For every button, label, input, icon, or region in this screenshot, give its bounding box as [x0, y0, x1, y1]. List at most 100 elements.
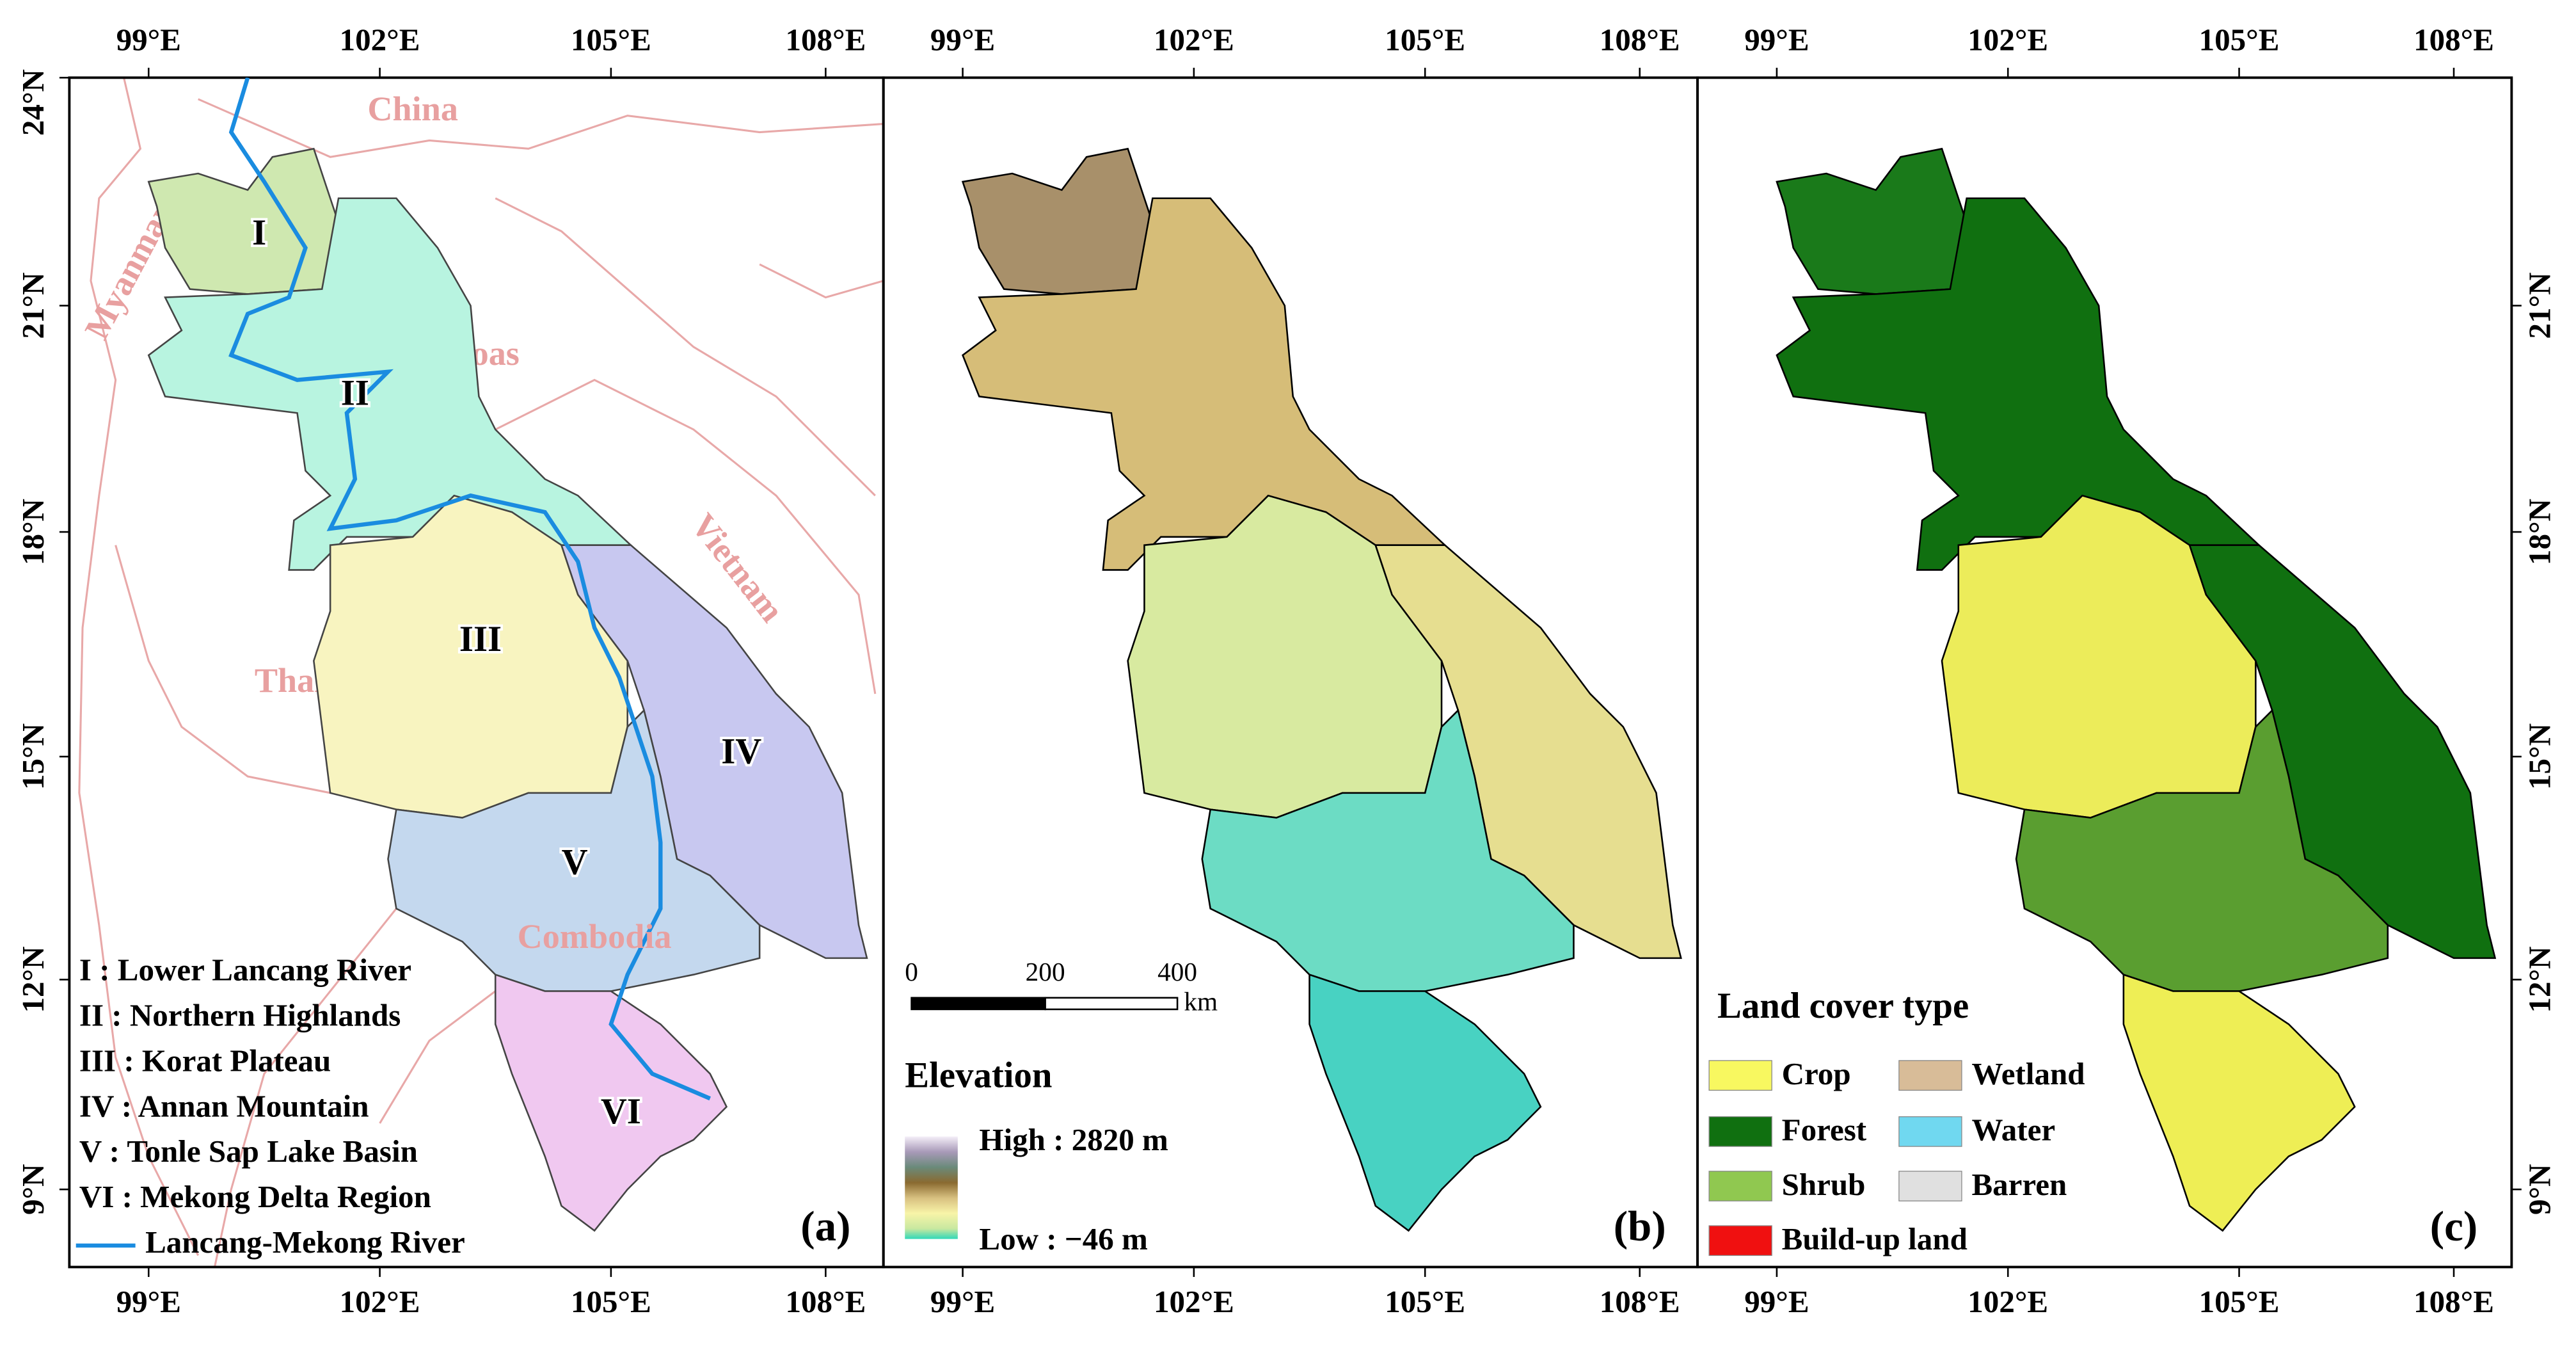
basin-region — [494, 973, 728, 1232]
legend-label: III : Korat Plateau — [79, 1043, 331, 1078]
basin-region — [147, 197, 633, 571]
lon-tick-label: 99°E — [116, 22, 181, 57]
country-label: China — [367, 90, 458, 128]
lat-tick-label: 18°N — [15, 499, 51, 565]
elevation-ramp — [905, 1136, 958, 1239]
legend-label: Forest — [1782, 1112, 1867, 1148]
lon-tick-label: 99°E — [116, 1284, 181, 1319]
lon-tick-label: 108°E — [785, 1284, 866, 1319]
panel-frames — [68, 76, 2513, 1269]
basin-region — [1776, 147, 1968, 295]
basin-region — [1308, 973, 1542, 1232]
legend-label: Low : −46 m — [979, 1221, 1147, 1256]
legend: I : Lower Lancang River II : Northern Hig… — [76, 952, 465, 1260]
basin-region — [1201, 709, 1575, 992]
legend-label: Lancang-Mekong River — [145, 1224, 465, 1260]
legend-label: Wetland — [1971, 1056, 2085, 1091]
basin-region — [560, 544, 868, 959]
lon-tick-label: 102°E — [340, 22, 420, 57]
basin — [147, 147, 868, 1232]
panel-label: (a) — [800, 1202, 850, 1250]
lon-tick-label: 105°E — [571, 1284, 651, 1319]
legend-label: High : 2820 m — [979, 1122, 1168, 1157]
legend-title: Land cover type — [1717, 986, 1969, 1026]
lon-tick-label: 108°E — [1600, 1284, 1680, 1319]
scale-label: 400 — [1157, 957, 1197, 986]
legend: Crop Wetland Forest Water Shrub BarrenBuild-u… — [1708, 1056, 2085, 1256]
basin — [1776, 147, 2497, 1232]
lon-tick-label: 102°E — [1968, 1284, 2048, 1319]
lon-tick-label: 102°E — [1154, 1284, 1234, 1319]
lat-tick-label: 21°N — [2522, 272, 2557, 339]
lon-tick-label: 102°E — [340, 1284, 420, 1319]
lon-tick-label: 105°E — [1385, 1284, 1465, 1319]
scale-unit: km — [1184, 987, 1218, 1016]
basin-region — [961, 147, 1154, 295]
panel-label: (c) — [2430, 1202, 2477, 1250]
region-label: IV — [721, 731, 761, 771]
lon-tick-label: 102°E — [1154, 22, 1234, 57]
scale-label: 200 — [1026, 957, 1065, 986]
lat-tick-label: 9°N — [2522, 1164, 2557, 1215]
legend-swatch — [1708, 1116, 1772, 1147]
lon-tick-label: 108°E — [785, 22, 866, 57]
lon-tick-label: 105°E — [2199, 22, 2280, 57]
country-label: Combodia — [518, 917, 672, 956]
lon-tick-label: 99°E — [1744, 22, 1809, 57]
basin-region — [1374, 544, 1682, 959]
scale-label: 0 — [905, 957, 918, 986]
scale-bar: 0 200 400 km — [905, 957, 1218, 1016]
legend-label: Barren — [1971, 1167, 2067, 1202]
legend-label: Shrub — [1782, 1167, 1866, 1202]
legend-label: Water — [1971, 1112, 2055, 1148]
legend-label: II : Northern Highlands — [79, 997, 401, 1032]
legend-swatch — [1898, 1171, 1962, 1201]
lat-tick-label: 9°N — [15, 1164, 51, 1215]
lon-tick-label: 99°E — [1744, 1284, 1809, 1319]
lat-tick-label: 24°N — [15, 69, 51, 136]
legend-title: Elevation — [905, 1055, 1052, 1095]
lat-tick-label: 18°N — [2522, 499, 2557, 565]
basin — [961, 147, 1682, 1232]
lon-tick-label: 99°E — [930, 22, 995, 57]
region-label: VI — [601, 1091, 641, 1132]
lat-tick-label: 15°N — [2522, 723, 2557, 790]
lon-tick-label: 105°E — [571, 22, 651, 57]
region-label: II — [341, 373, 369, 413]
legend-label: Crop — [1782, 1056, 1851, 1091]
basin-region — [2122, 973, 2356, 1232]
legend-label: IV : Annan Mountain — [79, 1088, 369, 1123]
basin-region — [387, 709, 761, 992]
lon-tick-label: 108°E — [2413, 22, 2494, 57]
legend-swatch — [1898, 1060, 1962, 1091]
lon-tick-label: 108°E — [1600, 22, 1680, 57]
basin-region — [1776, 197, 2261, 571]
legend-label: I : Lower Lancang River — [79, 952, 411, 987]
legend-swatch — [1708, 1225, 1772, 1256]
region-label: V — [562, 842, 588, 882]
region-label: III — [459, 619, 502, 659]
lat-tick-label: 15°N — [15, 723, 51, 790]
lat-tick-label: 12°N — [2522, 946, 2557, 1013]
country-borders — [78, 77, 884, 1267]
lat-tick-label: 12°N — [15, 946, 51, 1013]
basin-region — [147, 147, 340, 295]
panel-label: (b) — [1614, 1202, 1666, 1250]
basin-region — [962, 197, 1447, 571]
lon-tick-label: 102°E — [1968, 22, 2048, 57]
legend-swatch — [1708, 1171, 1772, 1201]
lat-tick-label: 21°N — [15, 272, 51, 339]
lon-tick-label: 105°E — [2199, 1284, 2280, 1319]
river — [228, 77, 712, 1101]
lon-tick-label: 105°E — [1385, 22, 1465, 57]
legend-swatch — [1898, 1116, 1962, 1147]
legend-swatch — [1708, 1060, 1772, 1091]
legend-label: Build-up land — [1782, 1221, 1968, 1256]
legend-label: V : Tonle Sap Lake Basin — [79, 1134, 418, 1169]
region-label: I — [252, 213, 266, 253]
lon-tick-label: 99°E — [930, 1284, 995, 1319]
legend-label: VI : Mekong Delta Region — [79, 1179, 431, 1214]
lon-tick-label: 108°E — [2413, 1284, 2494, 1319]
basin-region — [2015, 709, 2389, 992]
